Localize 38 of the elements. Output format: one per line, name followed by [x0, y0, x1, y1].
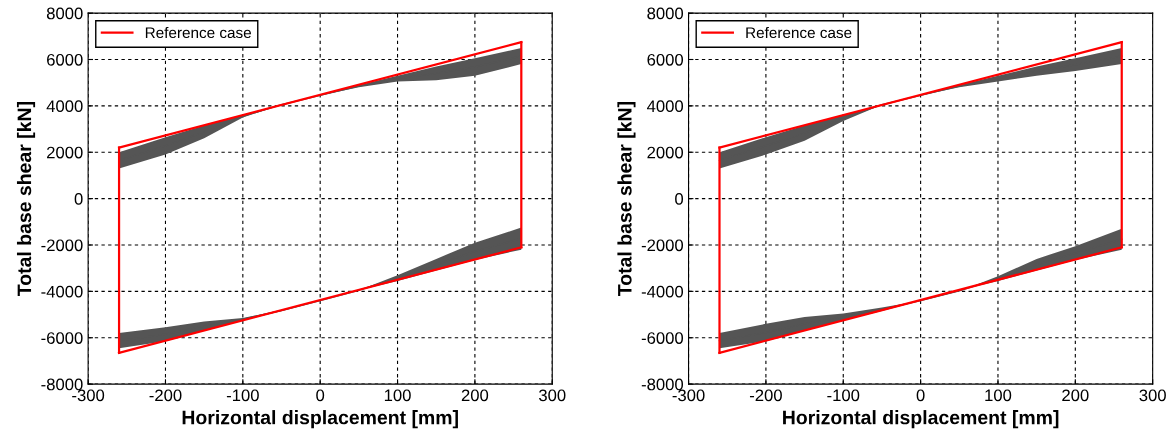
y-tick-label: -8000	[641, 378, 684, 391]
y-tick-label: -2000	[41, 239, 83, 252]
x-tick-label: 200	[1062, 389, 1089, 402]
y-tick-label: 0	[74, 193, 83, 205]
x-tick-label: -300	[72, 389, 105, 402]
x-tick-label: 100	[985, 389, 1012, 402]
y-tick-label: 6000	[47, 53, 83, 66]
y-tick-label: 8000	[647, 7, 684, 20]
legend-label: Reference case	[145, 26, 251, 39]
x-tick-label: -200	[149, 389, 182, 402]
x-tick-label: 0	[916, 389, 925, 402]
y-tick-label: 2000	[47, 146, 83, 159]
x-tick-label: 0	[316, 389, 325, 402]
y-axis-title: Total base shear [kN]	[617, 102, 636, 297]
y-tick-label: 6000	[647, 53, 684, 66]
x-tick-label: 100	[384, 389, 411, 402]
x-tick-label: -100	[827, 389, 860, 402]
x-tick-label: 200	[461, 389, 489, 402]
x-tick-label: 300	[1139, 389, 1166, 402]
y-tick-label: 4000	[647, 100, 684, 113]
x-tick-label: -200	[749, 389, 782, 402]
y-tick-label: 8000	[46, 7, 83, 20]
y-tick-label: -4000	[641, 285, 684, 298]
x-axis-title: Horizontal displacement [mm]	[783, 410, 1059, 429]
x-tick-label: -100	[226, 389, 259, 402]
y-tick-label: -6000	[641, 332, 684, 344]
y-axis-title: Total base shear [kN]	[16, 102, 36, 297]
y-tick-label: -8000	[41, 378, 83, 391]
y-tick-label: 0	[675, 193, 684, 205]
y-tick-label: 4000	[46, 100, 83, 113]
y-tick-label: -6000	[41, 332, 83, 344]
x-tick-label: 300	[538, 389, 566, 402]
y-tick-label: -4000	[41, 285, 83, 298]
legend-label: Reference case	[746, 26, 852, 39]
y-tick-label: -2000	[641, 239, 684, 252]
x-axis-title: Horizontal displacement [mm]	[182, 410, 458, 429]
y-tick-label: 2000	[647, 146, 684, 159]
x-tick-label: -300	[672, 389, 705, 402]
